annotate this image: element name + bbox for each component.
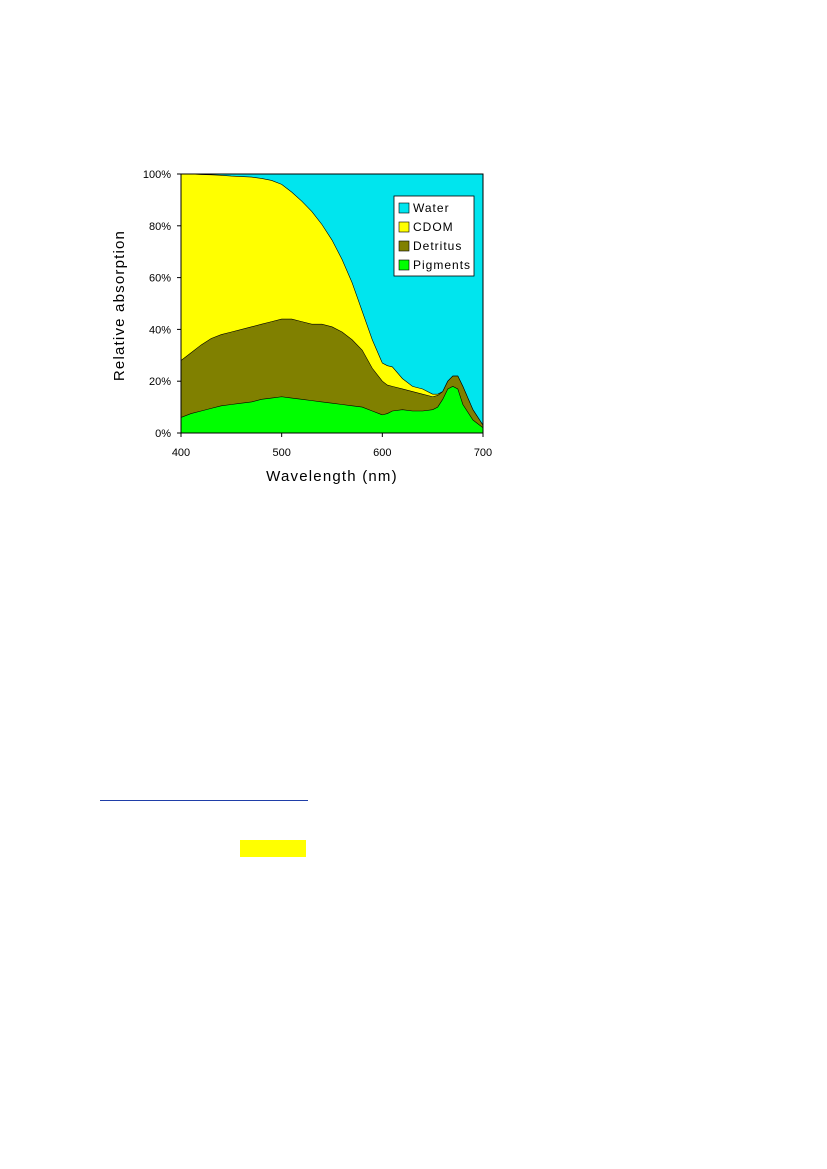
axes: 0% 20% 40% 60% 80% 100% 400 500 600 700 (143, 169, 492, 459)
y-tick-label: 20% (149, 376, 171, 388)
x-axis-title: Wavelength (nm) (266, 468, 398, 485)
y-tick-label: 60% (149, 273, 171, 285)
x-tick-label: 400 (172, 447, 190, 459)
legend-label-water: Water (413, 201, 450, 215)
x-tick-label: 500 (272, 447, 290, 459)
y-tick-label: 0% (155, 428, 171, 440)
chart: 0% 20% 40% 60% 80% 100% 400 500 600 700 Water CDOM… (111, 169, 492, 485)
y-tick-label: 40% (149, 324, 171, 336)
legend-swatch-cdom (398, 221, 410, 233)
legend-label-pigments: Pigments (413, 258, 471, 272)
legend-label-detritus: Detritus (413, 239, 462, 253)
area-pigments (180, 386, 484, 434)
footnote-separator (100, 800, 308, 801)
plot-frame (180, 173, 484, 434)
legend: Water CDOM Detritus Pigments (393, 195, 475, 277)
y-axis-title: Relative absorption (111, 230, 128, 381)
highlight-mark (240, 840, 306, 857)
legend-label-cdom: CDOM (413, 220, 454, 234)
y-tick-label: 80% (149, 221, 171, 233)
legend-swatch-water (398, 202, 410, 214)
legend-swatch-pigments (398, 259, 410, 271)
x-tick-label: 700 (474, 447, 492, 459)
legend-swatch-detritus (398, 240, 410, 252)
x-tick-label: 600 (373, 447, 391, 459)
y-tick-label: 100% (143, 169, 171, 181)
